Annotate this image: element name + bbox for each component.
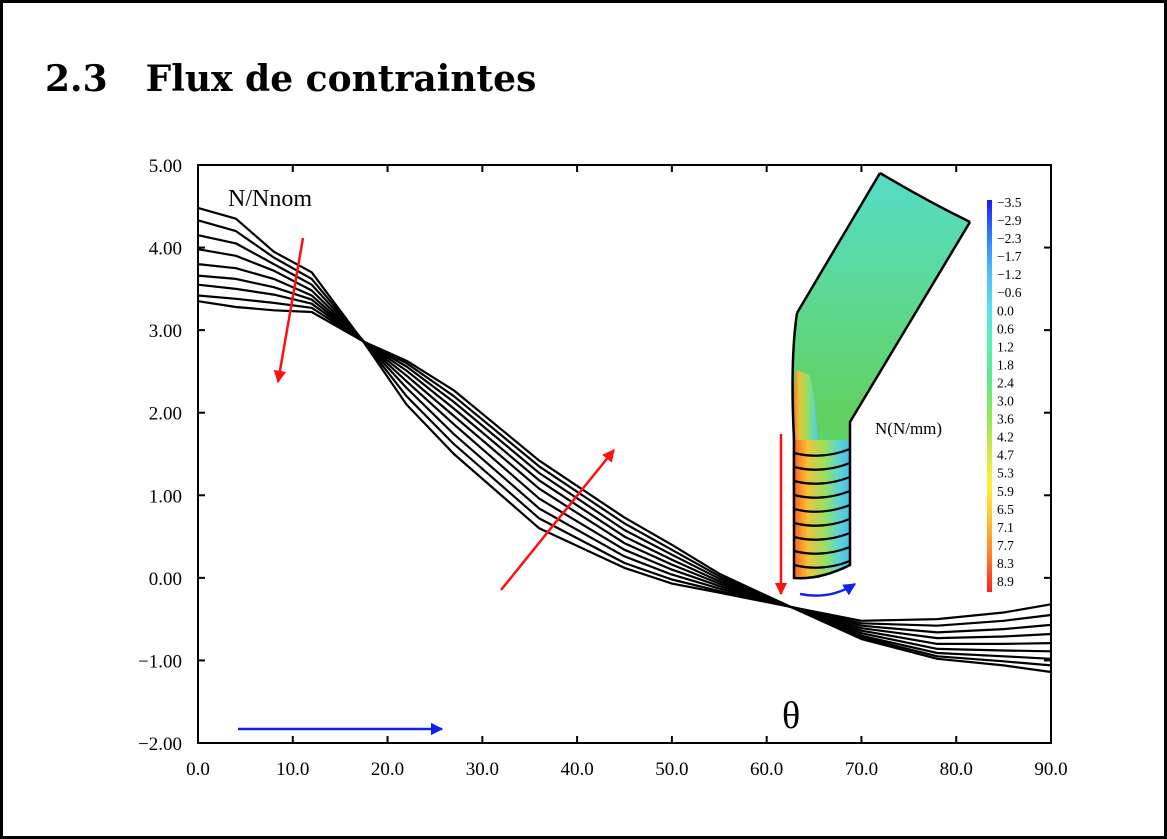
colorbar-label: 7.1 [997, 520, 1014, 535]
colorbar-label: 1.2 [997, 339, 1014, 354]
shell-ring [793, 489, 851, 499]
shell-ring [793, 503, 851, 513]
y-tick-label: −2.00 [138, 734, 182, 755]
y-tick-label: 3.00 [149, 321, 182, 342]
series-line-7 [197, 283, 1052, 660]
y-tick-label: 1.00 [149, 486, 182, 507]
x-tick-label: 70.0 [845, 759, 878, 780]
inset-unit-label: N(N/mm) [875, 419, 942, 438]
shell-ring [793, 559, 851, 569]
colorbar-label: 8.3 [997, 556, 1014, 571]
x-tick-label: 60.0 [750, 759, 783, 780]
plot-frame [197, 164, 1052, 744]
theta-symbol: θ [782, 695, 800, 737]
x-tick-label: 30.0 [466, 759, 499, 780]
shell-ring [793, 447, 851, 457]
colorbar-label: −1.7 [997, 249, 1022, 264]
colorbar-label: 0.6 [997, 321, 1014, 336]
colorbar-scale [987, 200, 992, 592]
series-line-6 [197, 274, 1052, 653]
x-tick-label: 90.0 [1034, 759, 1067, 780]
colorbar-label: 6.5 [997, 502, 1014, 517]
colorbar-label: −3.5 [997, 195, 1022, 210]
series-line-8 [197, 294, 1052, 667]
series-line-2 [197, 219, 1052, 627]
colorbar-label: −0.6 [997, 285, 1022, 300]
section-number: 2.3 [45, 58, 108, 100]
shell-rings [793, 447, 851, 569]
shell-inset [791, 171, 972, 580]
colorbar-label: −2.9 [997, 213, 1022, 228]
x-tick-label: 50.0 [655, 759, 688, 780]
colorbar-label: 3.6 [997, 412, 1014, 427]
colorbar-label: 8.9 [997, 574, 1014, 589]
series-line-4 [197, 248, 1052, 640]
shell-ring [793, 517, 851, 527]
plot-area [197, 164, 1052, 744]
shell-stem [794, 440, 850, 579]
x-tick-label: 0.0 [186, 759, 210, 780]
colorbar-label: 1.8 [997, 357, 1014, 372]
colorbar-label: 0.0 [997, 303, 1014, 318]
colorbar-label: 4.2 [997, 430, 1014, 445]
series-line-9 [197, 300, 1052, 674]
colorbar: −3.5 −2.9 −2.3 −1.7 −1.2 −0.6 0.0 0.6 1.2 1.8 2.4 3… [987, 195, 1022, 592]
y-axis-label: N/Nnom [228, 186, 312, 212]
x-tick-label: 20.0 [371, 759, 404, 780]
colorbar-label: 5.9 [997, 484, 1014, 499]
colorbar-label: 5.3 [997, 466, 1014, 481]
y-tick-label: −1.00 [138, 651, 182, 672]
section-heading: 2.3 Flux de contraintes [45, 58, 536, 100]
shell-ring [793, 531, 851, 541]
red-arrow-increasing [500, 449, 615, 591]
series-line-1 [197, 206, 1052, 622]
shell-ring [793, 461, 851, 471]
series-line-5 [197, 263, 1052, 646]
colorbar-label: 4.7 [997, 448, 1014, 463]
y-tick-label: 0.00 [149, 569, 182, 590]
colorbar-labels: −3.5 −2.9 −2.3 −1.7 −1.2 −0.6 0.0 0.6 1.2 1.8 2.4 3… [997, 195, 1022, 589]
colorbar-label: 2.4 [997, 376, 1014, 391]
series-line-3 [197, 234, 1052, 634]
y-tick-label: 2.00 [149, 404, 182, 425]
x-tick-label: 80.0 [940, 759, 973, 780]
x-tick-label: 40.0 [560, 759, 593, 780]
shell-ring [793, 475, 851, 485]
red-arrow-decreasing [273, 237, 305, 384]
colorbar-label: 7.7 [997, 538, 1014, 553]
x-tick-label: 10.0 [276, 759, 309, 780]
blue-arrow-theta-direction [799, 582, 857, 597]
y-tick-label: 5.00 [149, 156, 182, 177]
section-title: Flux de contraintes [145, 58, 537, 100]
axis-ticks: 0.0 10.0 20.0 30.0 40.0 50.0 60.0 70.0 80.0 90.0 5… [138, 156, 1068, 780]
colorbar-label: 3.0 [997, 394, 1014, 409]
shell-ring [793, 545, 851, 555]
shell-outline [791, 171, 972, 580]
colorbar-label: −1.2 [997, 267, 1022, 282]
colorbar-label: −2.3 [997, 231, 1022, 246]
y-tick-label: 4.00 [149, 239, 182, 260]
